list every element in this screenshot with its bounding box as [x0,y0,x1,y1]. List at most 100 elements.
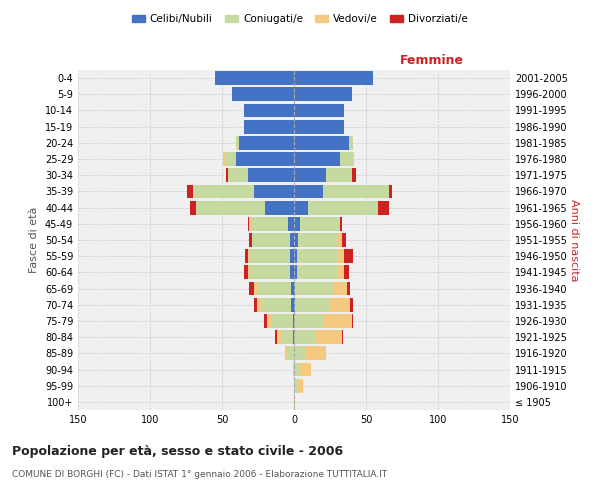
Bar [232,88,294,101]
Bar [294,362,300,376]
Bar [294,346,305,360]
Bar [294,71,373,85]
Bar [337,233,341,247]
Bar [288,346,294,360]
Bar [294,233,298,247]
Bar [333,282,347,296]
Bar [244,120,294,134]
Bar [226,168,228,182]
Bar [291,298,294,312]
Bar [275,330,277,344]
Bar [262,298,291,312]
Bar [236,136,239,149]
Bar [294,314,323,328]
Bar [347,282,350,296]
Bar [316,330,341,344]
Bar [225,152,236,166]
Bar [294,217,300,230]
Bar [350,298,353,312]
Bar [294,136,349,149]
Bar [305,346,326,360]
Bar [272,314,293,328]
Bar [290,233,294,247]
Bar [344,250,353,263]
Bar [251,217,288,230]
Bar [288,217,294,230]
Bar [298,233,337,247]
Bar [248,217,250,230]
Bar [252,233,290,247]
Bar [281,330,293,344]
Bar [297,250,337,263]
Bar [377,200,389,214]
Bar [294,184,323,198]
Text: COMUNE DI BORGHI (FC) - Dati ISTAT 1° gennaio 2006 - Elaborazione TUTTITALIA.IT: COMUNE DI BORGHI (FC) - Dati ISTAT 1° ge… [12,470,387,479]
Bar [294,88,352,101]
Bar [193,184,254,198]
Legend: Celibi/Nubili, Coniugati/e, Vedovi/e, Divorziati/e: Celibi/Nubili, Coniugati/e, Vedovi/e, Di… [128,10,472,29]
Bar [323,314,352,328]
Bar [300,362,311,376]
Bar [341,233,346,247]
Bar [187,184,193,198]
Bar [294,168,326,182]
Bar [293,314,294,328]
Bar [290,250,294,263]
Bar [294,200,308,214]
Bar [308,200,377,214]
Bar [294,330,316,344]
Bar [257,298,262,312]
Bar [264,314,266,328]
Bar [344,266,349,280]
Bar [290,266,294,280]
Bar [248,250,250,263]
Bar [254,184,294,198]
Bar [297,266,337,280]
Bar [228,168,248,182]
Bar [265,200,294,214]
Bar [293,362,294,376]
Bar [215,71,294,85]
Bar [223,152,225,166]
Y-axis label: Fasce di età: Fasce di età [29,207,39,273]
Text: Popolazione per età, sesso e stato civile - 2006: Popolazione per età, sesso e stato civil… [12,445,343,458]
Bar [295,282,333,296]
Bar [300,217,338,230]
Bar [257,282,291,296]
Text: Femmine: Femmine [400,54,464,66]
Bar [294,298,295,312]
Bar [294,395,295,409]
Bar [254,298,257,312]
Bar [248,168,294,182]
Bar [340,217,341,230]
Bar [341,330,343,344]
Bar [337,266,344,280]
Bar [248,266,250,280]
Bar [244,104,294,118]
Bar [295,298,330,312]
Bar [326,168,352,182]
Bar [294,120,344,134]
Bar [250,250,290,263]
Bar [291,282,294,296]
Bar [190,200,196,214]
Bar [389,184,392,198]
Bar [294,379,297,392]
Bar [330,298,350,312]
Bar [244,266,248,280]
Bar [236,152,294,166]
Bar [337,250,344,263]
Bar [349,136,353,149]
Bar [254,282,257,296]
Bar [250,233,252,247]
Bar [352,168,356,182]
Bar [294,282,295,296]
Bar [250,266,290,280]
Y-axis label: Anni di nascita: Anni di nascita [569,198,579,281]
Bar [297,379,302,392]
Bar [266,314,272,328]
Bar [294,266,297,280]
Bar [294,152,340,166]
Bar [239,136,294,149]
Bar [294,250,297,263]
